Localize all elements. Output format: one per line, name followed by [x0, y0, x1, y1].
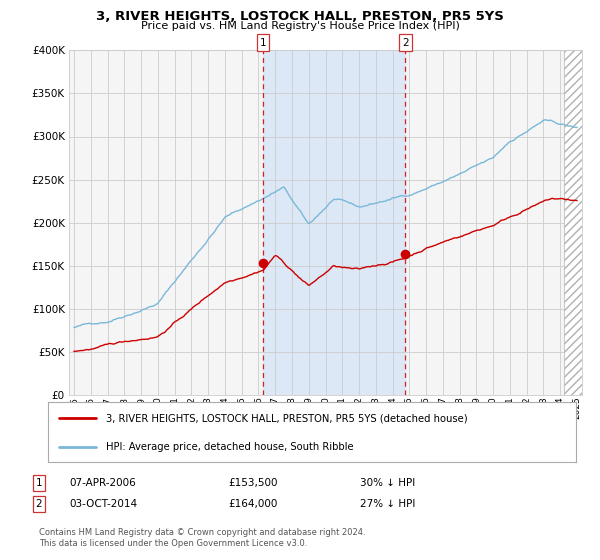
Text: 2: 2	[402, 38, 409, 48]
Text: 30% ↓ HPI: 30% ↓ HPI	[360, 478, 415, 488]
Text: 27% ↓ HPI: 27% ↓ HPI	[360, 499, 415, 509]
Text: 3, RIVER HEIGHTS, LOSTOCK HALL, PRESTON, PR5 5YS: 3, RIVER HEIGHTS, LOSTOCK HALL, PRESTON,…	[96, 10, 504, 23]
Bar	[565, 50, 594, 395]
Text: 07-APR-2006: 07-APR-2006	[69, 478, 136, 488]
Text: 03-OCT-2014: 03-OCT-2014	[69, 499, 137, 509]
Text: 1: 1	[35, 478, 43, 488]
Bar	[565, 50, 594, 395]
Text: Contains HM Land Registry data © Crown copyright and database right 2024.
This d: Contains HM Land Registry data © Crown c…	[39, 528, 365, 548]
Text: 1: 1	[260, 38, 266, 48]
Text: HPI: Average price, detached house, South Ribble: HPI: Average price, detached house, Sout…	[106, 442, 354, 452]
Text: £153,500: £153,500	[228, 478, 277, 488]
Bar	[263, 50, 405, 395]
Text: 2: 2	[35, 499, 43, 509]
Text: Price paid vs. HM Land Registry's House Price Index (HPI): Price paid vs. HM Land Registry's House …	[140, 21, 460, 31]
Text: 3, RIVER HEIGHTS, LOSTOCK HALL, PRESTON, PR5 5YS (detached house): 3, RIVER HEIGHTS, LOSTOCK HALL, PRESTON,…	[106, 413, 468, 423]
Text: £164,000: £164,000	[228, 499, 277, 509]
Bar	[565, 50, 594, 395]
